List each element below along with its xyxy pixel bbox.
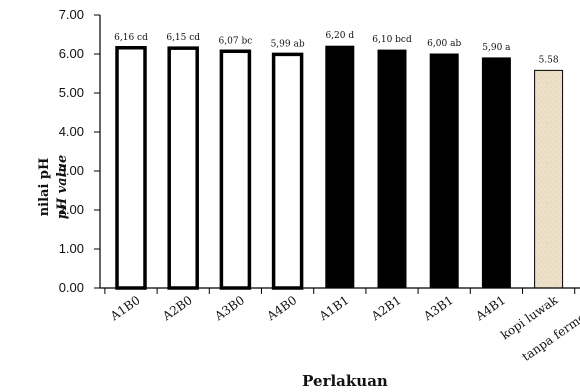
x-tick-label: A3B0	[211, 293, 247, 324]
y-tick-label: 6.00	[59, 46, 84, 61]
y-tick-label: 2.00	[59, 202, 84, 217]
data-label: 6,20 d	[325, 31, 354, 41]
data-label: 5,99 ab	[271, 39, 305, 49]
bar	[429, 53, 459, 289]
bars-group: 6,16 cd 6,15 cd 6,07 bc 5,99 ab 6,20 d 6,10 b…	[114, 31, 564, 290]
y-tick-label: 7.00	[59, 7, 84, 22]
data-label: 5,90 a	[482, 43, 511, 53]
bar	[377, 49, 407, 289]
data-label: 6,16 cd	[114, 33, 148, 43]
x-tick-label: A4B1	[472, 293, 508, 324]
y-tick-label: 4.00	[59, 124, 84, 139]
data-label: 5.58	[539, 55, 559, 65]
y-tick-label: 1.00	[59, 241, 84, 256]
y-axis-title-english: pH value	[55, 155, 70, 220]
data-label: 6,10 bcd	[372, 35, 412, 45]
x-tick-label: A3B1	[420, 293, 456, 324]
data-label: 6,00 ab	[427, 39, 461, 49]
x-tick-label: A2B0	[159, 293, 195, 324]
data-label: 6,07 bc	[219, 36, 253, 46]
y-axis-ticks: 0.00 1.00 2.00 3.00 4.00 5.00 6.00 7.00	[59, 7, 100, 295]
data-label: 6,15 cd	[166, 33, 200, 43]
axes-group	[99, 15, 580, 294]
x-tick-label: A2B1	[368, 293, 404, 324]
bar	[219, 49, 252, 290]
bar	[481, 57, 511, 289]
bar	[167, 46, 199, 290]
bar	[271, 52, 304, 290]
x-tick-label: A4B0	[264, 293, 300, 324]
y-tick-label: 3.00	[59, 163, 84, 178]
y-axis-title: nilai pH	[37, 158, 52, 217]
y-tick-label: 0.00	[59, 280, 84, 295]
bar	[325, 45, 355, 289]
bar	[115, 46, 147, 290]
x-axis-title: Perlakuan	[302, 372, 388, 390]
bar	[534, 69, 564, 289]
x-tick-label: A1B1	[316, 293, 352, 324]
x-tick-label: A1B0	[107, 293, 143, 324]
y-tick-label: 5.00	[59, 85, 84, 100]
